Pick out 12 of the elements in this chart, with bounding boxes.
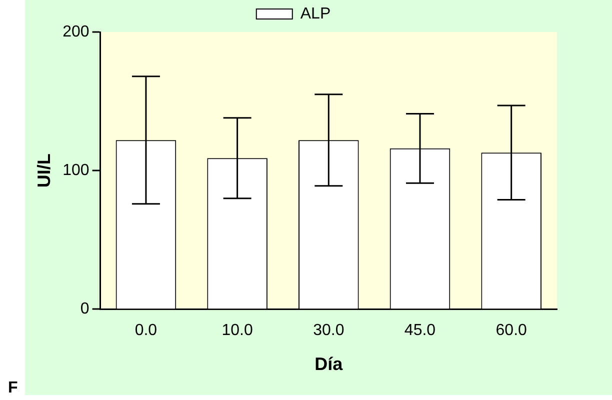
x-tick-label: 10.0 <box>222 322 253 340</box>
y-tick-label: 200 <box>62 23 90 40</box>
x-tick-label: 60.0 <box>496 322 527 340</box>
y-axis-title: UI/L <box>34 154 54 188</box>
x-tick-label: 0.0 <box>134 322 158 340</box>
y-tick-label: 100 <box>62 162 90 180</box>
x-axis-title: Día <box>314 354 344 374</box>
text: F <box>8 379 18 396</box>
x-tick-label: 45.0 <box>404 322 436 340</box>
y-tick-label: 0 <box>80 300 90 318</box>
legend-label: ALP <box>300 5 331 22</box>
x-tick-label: 30.0 <box>313 322 344 340</box>
